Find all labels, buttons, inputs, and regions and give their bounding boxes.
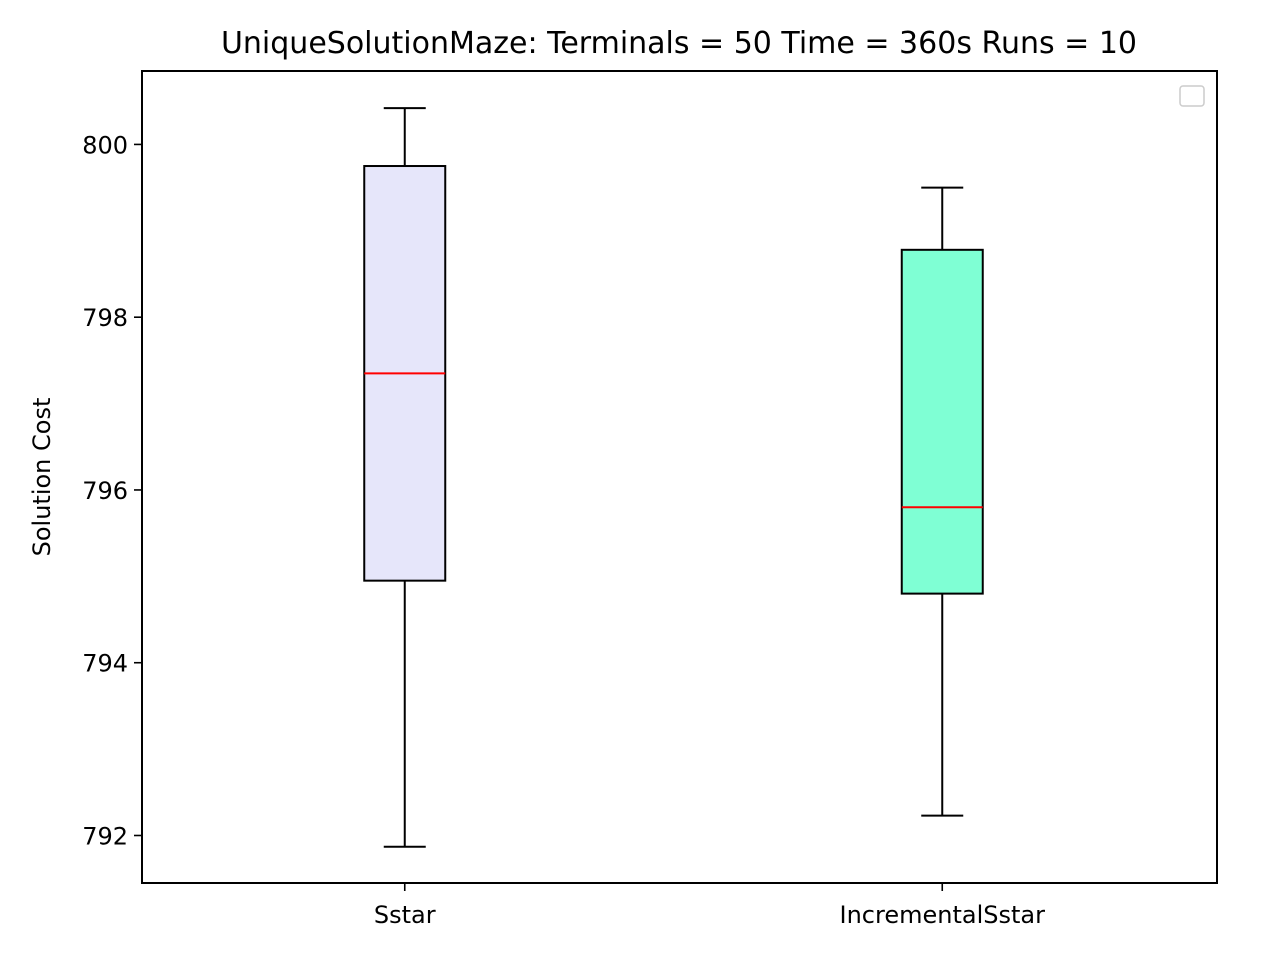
y-tick-label: 796	[82, 477, 128, 505]
box-iqr	[900, 248, 984, 595]
y-axis-label: Solution Cost	[28, 398, 56, 557]
legend	[1179, 85, 1205, 107]
y-tick-label: 800	[82, 131, 128, 159]
plot-area: 792 794 796 798 800 Sstar IncrementalSstar	[82, 107, 1046, 929]
y-tick-label: 798	[82, 304, 128, 332]
x-tick-label: Sstar	[374, 901, 436, 929]
chart-title: UniqueSolutionMaze: Terminals = 50 Time …	[221, 26, 1137, 61]
x-tick-label: IncrementalSstar	[840, 901, 1046, 929]
plot-frame	[141, 70, 1218, 884]
y-tick-label: 794	[82, 650, 128, 678]
y-tick-label: 792	[82, 822, 128, 850]
legend-frame	[1179, 85, 1205, 107]
